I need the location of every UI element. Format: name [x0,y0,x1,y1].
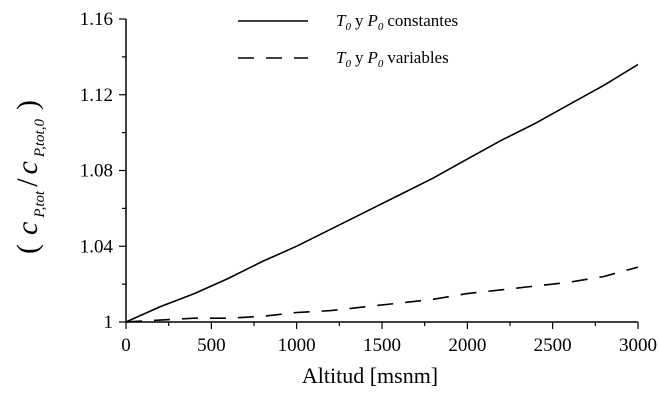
y-axis-title-slash: / [11,178,44,187]
y-axis-title-numerator-symbol: c [11,222,44,235]
y-tick-label: 1.12 [80,85,113,106]
x-tick-label: 3000 [619,335,657,356]
y-axis-title-denominator-symbol: c [11,161,44,174]
y-tick-label: 1.08 [80,161,113,182]
legend-entry-constantes: T0 y P0 constantes [238,11,458,33]
y-axis-title-close-paren: ) [11,100,44,110]
x-axis-ticks: 0 500 1000 1500 2000 2500 3000 [121,322,657,356]
x-tick-label: 2000 [448,335,486,356]
x-axis-title: Altitud [msnm] [302,363,438,388]
x-tick-label: 0 [121,335,131,356]
series-line-constantes [125,63,639,323]
legend-entry-variables: T0 y P0 variables [238,48,449,70]
x-tick-label: 1000 [278,335,316,356]
legend: T0 y P0 constantes T0 y P0 variables [238,11,458,70]
y-axis-title-open-paren: ( [11,244,44,254]
legend-label-variables: T0 y P0 variables [336,48,449,70]
x-tick-label: 2500 [534,335,572,356]
y-tick-label: 1 [104,312,114,333]
x-tick-label: 1500 [363,335,401,356]
series-line-variables [125,266,639,323]
y-axis-ticks: 1 1.04 1.08 1.12 1.16 [80,9,126,333]
y-tick-label: 1.16 [80,9,113,30]
y-tick-label: 1.04 [80,236,114,257]
y-axis-title: ( c P,tot / c P,tot,0 ) [11,100,48,254]
y-axis-title-numerator-subscript: P,tot [32,190,48,219]
legend-label-constantes: T0 y P0 constantes [336,11,458,33]
x-tick-label: 500 [197,335,226,356]
y-axis-title-denominator-subscript: P,tot,0 [32,119,48,159]
